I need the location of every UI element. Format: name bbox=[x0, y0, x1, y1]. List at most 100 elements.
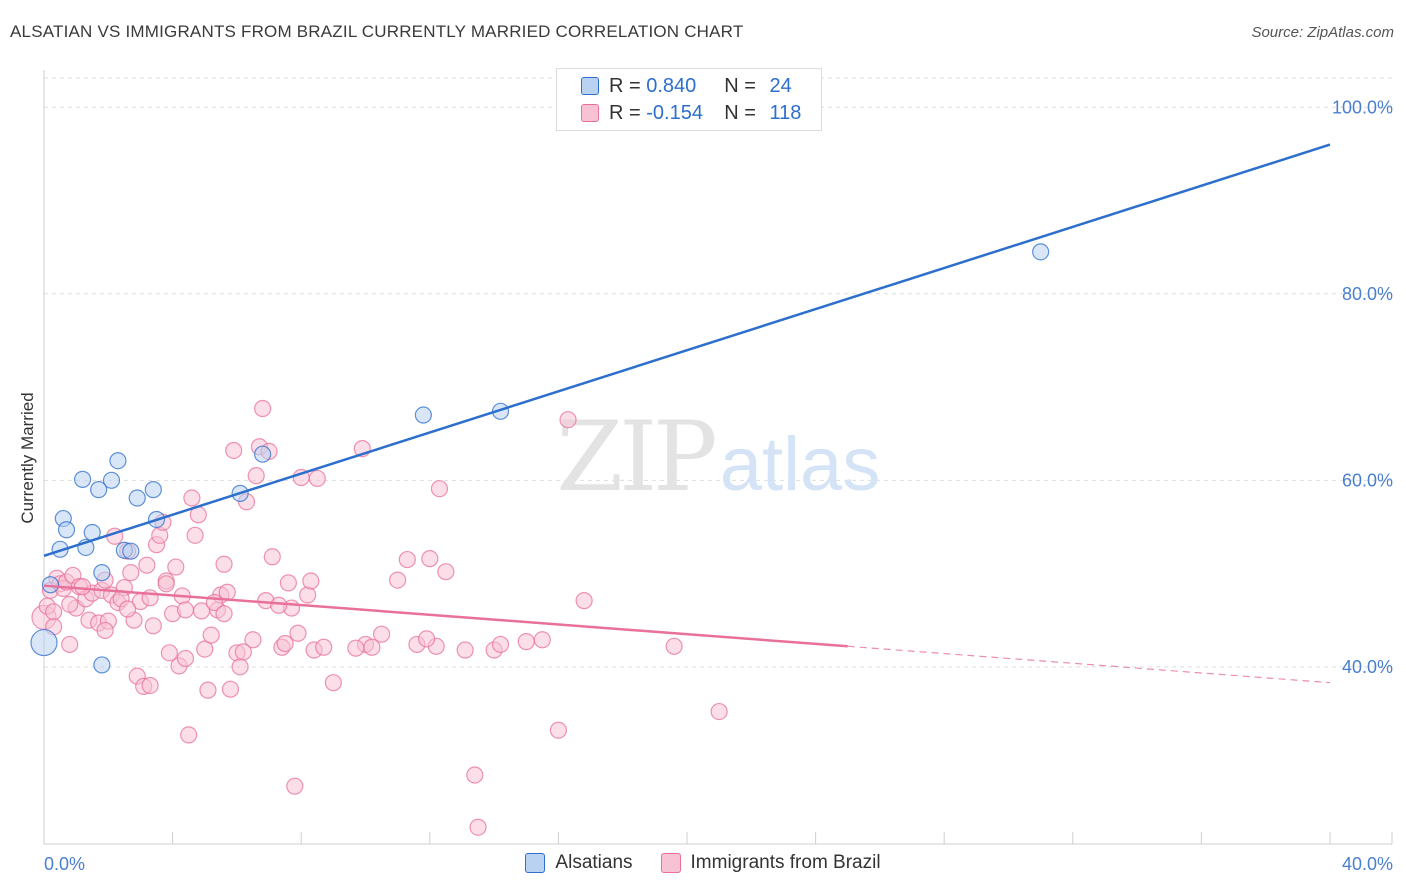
data-point bbox=[225, 441, 243, 460]
legend-n-value: 118 bbox=[769, 101, 802, 124]
bottom-legend: Alsatians Immigrants from Brazil bbox=[0, 852, 1406, 874]
data-point bbox=[430, 480, 449, 498]
legend-label-immigrants-from-brazil: Immigrants from Brazil bbox=[690, 852, 881, 873]
legend-row-immigrants-from-brazil: R = -0.154 N = 118 bbox=[581, 101, 801, 125]
data-point bbox=[144, 617, 162, 635]
grid-lines bbox=[44, 77, 1392, 668]
data-point bbox=[202, 626, 220, 644]
data-point bbox=[102, 471, 121, 489]
data-point bbox=[96, 621, 114, 640]
legend-row-alsatians: R = 0.840 N = 24 bbox=[581, 74, 792, 98]
data-point bbox=[372, 625, 391, 643]
data-point bbox=[221, 680, 240, 698]
legend-item-alsatians[interactable]: Alsatians bbox=[525, 852, 633, 874]
data-point bbox=[122, 542, 140, 560]
data-point bbox=[533, 631, 551, 649]
trend-line bbox=[43, 584, 848, 648]
data-point bbox=[324, 674, 342, 692]
data-point bbox=[1032, 243, 1050, 261]
data-point bbox=[186, 526, 204, 544]
data-point bbox=[109, 452, 127, 470]
data-point bbox=[279, 574, 297, 592]
trend-lines bbox=[43, 143, 1331, 684]
data-point bbox=[93, 656, 111, 674]
data-point bbox=[347, 639, 365, 657]
data-point bbox=[491, 635, 510, 654]
data-point bbox=[30, 628, 58, 657]
watermark-atlas: atlas bbox=[720, 422, 881, 507]
data-point bbox=[244, 631, 262, 649]
data-point bbox=[270, 596, 288, 614]
data-point bbox=[128, 489, 146, 507]
data-point bbox=[421, 550, 439, 568]
data-point bbox=[141, 676, 159, 695]
data-point bbox=[61, 635, 79, 654]
data-point bbox=[118, 600, 137, 618]
data-point bbox=[218, 583, 236, 601]
data-point bbox=[167, 558, 185, 576]
data-point bbox=[286, 777, 304, 795]
y-tick-label: 40.0% bbox=[1342, 657, 1393, 677]
data-point bbox=[517, 633, 535, 651]
chart-title: ALSATIAN VS IMMIGRANTS FROM BRAZIL CURRE… bbox=[10, 22, 744, 41]
data-point bbox=[559, 411, 577, 429]
data-point bbox=[254, 399, 272, 418]
data-point bbox=[575, 592, 593, 610]
data-point bbox=[45, 603, 63, 621]
legend-r-value: 0.840 bbox=[646, 74, 697, 97]
data-point bbox=[199, 681, 217, 699]
data-point bbox=[122, 564, 140, 582]
legend-swatch-pink bbox=[581, 104, 599, 122]
data-point bbox=[710, 702, 728, 721]
data-point bbox=[176, 601, 195, 619]
data-point bbox=[144, 481, 162, 499]
data-point bbox=[466, 766, 484, 784]
legend-swatch-pink bbox=[660, 853, 681, 873]
data-point bbox=[215, 605, 233, 623]
data-point bbox=[398, 550, 416, 569]
data-point bbox=[247, 467, 265, 485]
data-point bbox=[196, 640, 214, 658]
data-point bbox=[231, 658, 249, 676]
data-point bbox=[93, 564, 111, 582]
data-point bbox=[254, 445, 272, 463]
data-point bbox=[299, 586, 317, 604]
data-point bbox=[180, 726, 198, 744]
y-tick-label: 100.0% bbox=[1332, 97, 1393, 117]
data-point bbox=[389, 571, 407, 589]
data-point bbox=[183, 489, 201, 507]
data-point bbox=[302, 572, 320, 590]
legend-n-label: N = bbox=[724, 74, 762, 97]
data-point bbox=[289, 624, 307, 642]
watermark-zip: ZIP bbox=[556, 401, 715, 513]
data-point bbox=[276, 634, 294, 653]
x-tick-label: 40.0% bbox=[1342, 854, 1393, 874]
legend-item-immigrants-from-brazil[interactable]: Immigrants from Brazil bbox=[660, 852, 881, 874]
data-point bbox=[90, 481, 108, 499]
axes bbox=[43, 70, 1393, 845]
data-point bbox=[73, 470, 92, 488]
legend-swatch-blue bbox=[525, 853, 546, 873]
data-point bbox=[417, 630, 436, 648]
tick-labels: 40.0% 60.0% 80.0% 100.0% 0.0% 40.0% bbox=[44, 97, 1393, 874]
source-label: Source: ZipAtlas.com bbox=[1251, 24, 1394, 41]
data-point bbox=[138, 556, 156, 574]
legend-n-value: 24 bbox=[769, 74, 792, 97]
legend-r-label: R = bbox=[609, 74, 647, 97]
data-point bbox=[176, 649, 195, 668]
trend-line-extension bbox=[847, 645, 1331, 684]
data-point bbox=[160, 644, 178, 662]
data-point bbox=[215, 555, 233, 573]
data-point bbox=[157, 575, 175, 593]
data-point bbox=[57, 521, 76, 539]
correlation-legend: R = 0.840 N = 24 R = -0.154 N = 118 bbox=[556, 68, 822, 131]
legend-label-alsatians: Alsatians bbox=[555, 852, 633, 873]
watermark: ZIP atlas bbox=[556, 401, 880, 513]
data-point bbox=[263, 548, 281, 566]
data-point bbox=[665, 637, 683, 655]
legend-r-value: -0.154 bbox=[646, 101, 703, 124]
data-point bbox=[469, 818, 487, 836]
data-point bbox=[315, 638, 333, 656]
legend-r-label: R = bbox=[609, 101, 647, 124]
